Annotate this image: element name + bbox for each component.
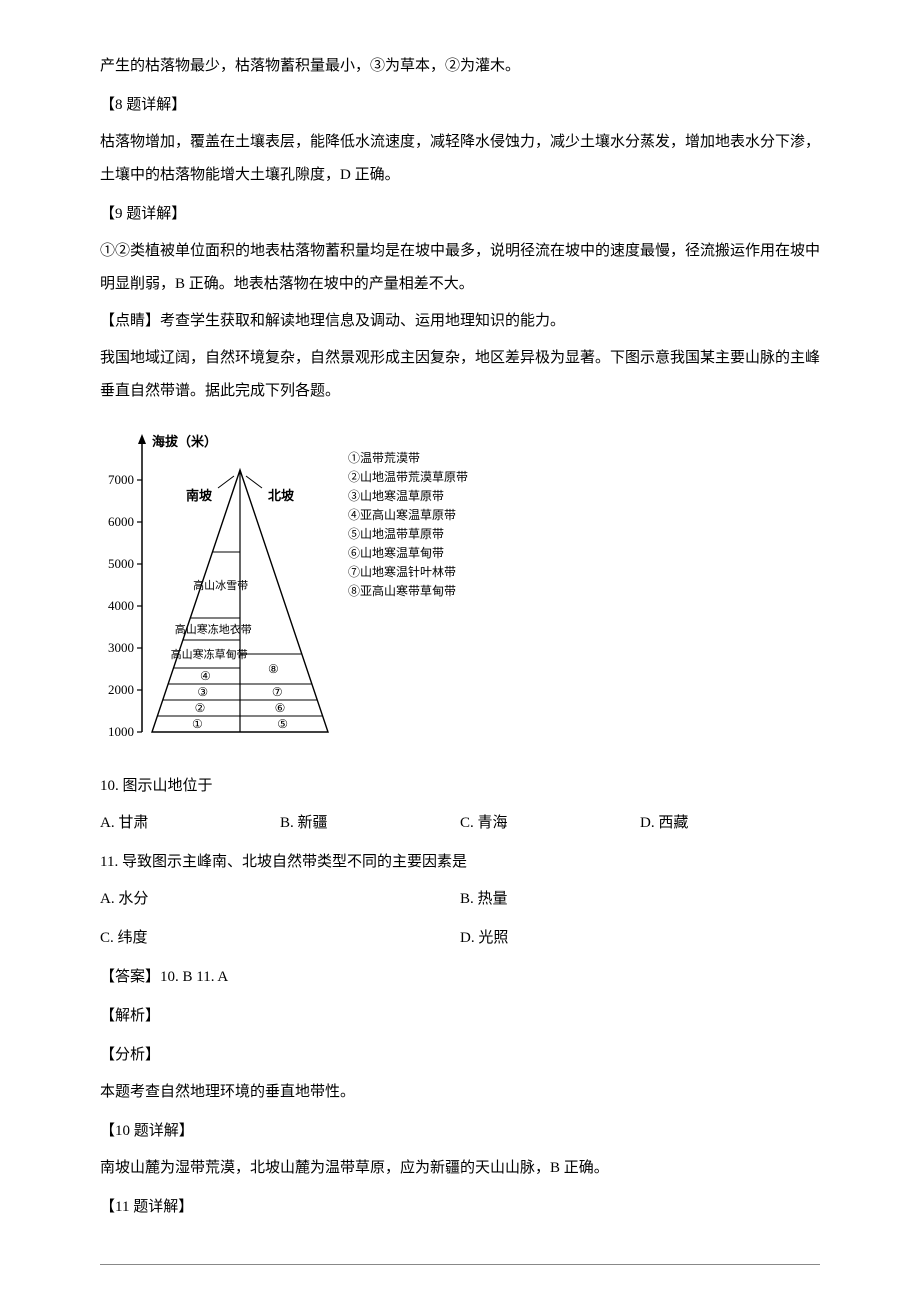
paragraph-intro: 我国地域辽阔，自然环境复杂，自然景观形成主因复杂，地区差异极为显著。下图示意我国… — [100, 342, 820, 408]
option-c: C. 青海 — [460, 807, 640, 840]
svg-text:5000: 5000 — [108, 556, 134, 571]
svg-text:1000: 1000 — [108, 724, 134, 739]
svg-text:②山地温带荒漠草原带: ②山地温带荒漠草原带 — [348, 470, 468, 484]
svg-text:2000: 2000 — [108, 682, 134, 697]
svg-text:南坡: 南坡 — [186, 488, 213, 503]
svg-text:海拔（米）: 海拔（米） — [152, 434, 217, 449]
svg-text:⑥: ⑥ — [275, 701, 286, 715]
svg-text:4000: 4000 — [108, 598, 134, 613]
heading-q10: 【10 题详解】 — [100, 1115, 820, 1148]
svg-text:①: ① — [192, 717, 203, 731]
option-a: A. 水分 — [100, 883, 460, 916]
svg-text:④亚高山寒温草原带: ④亚高山寒温草原带 — [348, 507, 456, 522]
svg-text:3000: 3000 — [108, 640, 134, 655]
paragraph: ①②类植被单位面积的地表枯落物蓄积量均是在坡中最多，说明径流在坡中的速度最慢，径… — [100, 235, 820, 301]
heading-q9: 【9 题详解】 — [100, 198, 820, 231]
svg-text:7000: 7000 — [108, 472, 134, 487]
option-d: D. 西藏 — [640, 807, 820, 840]
svg-text:⑤山地温带草原带: ⑤山地温带草原带 — [348, 527, 444, 541]
question-10: 10. 图示山地位于 — [100, 770, 820, 803]
mountain-zonation-svg: 海拔（米） 1000 2000 3000 4000 5000 6000 7000 ① ② ③ ④ 高山寒… — [100, 422, 510, 752]
svg-text:③: ③ — [197, 685, 208, 699]
svg-text:高山寒冻草甸带: 高山寒冻草甸带 — [171, 647, 248, 661]
svg-text:⑧: ⑧ — [268, 662, 279, 676]
heading-analysis: 【分析】 — [100, 1039, 820, 1072]
svg-text:北坡: 北坡 — [268, 488, 295, 503]
svg-text:6000: 6000 — [108, 514, 134, 529]
paragraph: 本题考查自然地理环境的垂直地带性。 — [100, 1076, 820, 1109]
option-a: A. 甘肃 — [100, 807, 280, 840]
paragraph: 枯落物增加，覆盖在土壤表层，能降低水流速度，减轻降水侵蚀力，减少土壤水分蒸发，增… — [100, 126, 820, 192]
svg-text:③山地寒温草原带: ③山地寒温草原带 — [348, 488, 444, 503]
option-b: B. 热量 — [460, 883, 820, 916]
mountain-zonation-figure: 海拔（米） 1000 2000 3000 4000 5000 6000 7000 ① ② ③ ④ 高山寒… — [100, 422, 820, 752]
question-11-options-1: A. 水分 B. 热量 — [100, 883, 820, 916]
heading-explain: 【解析】 — [100, 1000, 820, 1033]
svg-text:高山冰雪带: 高山冰雪带 — [193, 578, 248, 592]
svg-text:⑦山地寒温针叶林带: ⑦山地寒温针叶林带 — [348, 564, 456, 579]
svg-text:高山寒冻地衣带: 高山寒冻地衣带 — [175, 622, 252, 636]
heading-q11: 【11 题详解】 — [100, 1191, 820, 1224]
svg-text:④: ④ — [200, 669, 211, 683]
option-d: D. 光照 — [460, 922, 820, 955]
paragraph-tip: 【点睛】考查学生获取和解读地理信息及调动、运用地理知识的能力。 — [100, 305, 820, 338]
option-b: B. 新疆 — [280, 807, 460, 840]
answer-line: 【答案】10. B 11. A — [100, 961, 820, 994]
svg-text:⑤: ⑤ — [277, 717, 288, 731]
paragraph: 产生的枯落物最少，枯落物蓄积量最小，③为草本，②为灌木。 — [100, 50, 820, 83]
svg-text:⑦: ⑦ — [272, 685, 283, 699]
svg-text:⑥山地寒温草甸带: ⑥山地寒温草甸带 — [348, 545, 444, 560]
svg-text:⑧亚高山寒带草甸带: ⑧亚高山寒带草甸带 — [348, 583, 456, 598]
svg-text:②: ② — [195, 701, 206, 715]
footer-divider — [100, 1264, 820, 1273]
paragraph: 南坡山麓为湿带荒漠，北坡山麓为温带草原，应为新疆的天山山脉，B 正确。 — [100, 1152, 820, 1185]
heading-q8: 【8 题详解】 — [100, 89, 820, 122]
svg-text:①温带荒漠带: ①温带荒漠带 — [348, 451, 420, 465]
question-11: 11. 导致图示主峰南、北坡自然带类型不同的主要因素是 — [100, 846, 820, 879]
question-11-options-2: C. 纬度 D. 光照 — [100, 922, 820, 955]
option-c: C. 纬度 — [100, 922, 460, 955]
question-10-options: A. 甘肃 B. 新疆 C. 青海 D. 西藏 — [100, 807, 820, 840]
